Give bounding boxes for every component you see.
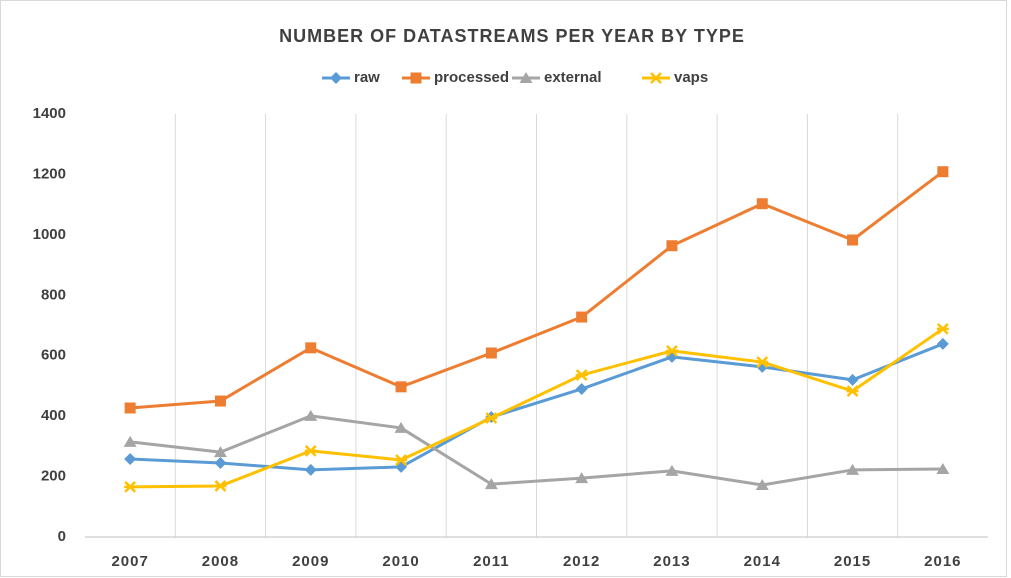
point xyxy=(484,478,498,490)
x-tick-label: 2009 xyxy=(292,553,329,570)
point xyxy=(213,446,227,458)
point xyxy=(936,322,949,335)
point xyxy=(575,369,588,381)
point xyxy=(214,456,227,469)
x-tick-label: 2008 xyxy=(202,553,239,570)
point xyxy=(575,472,589,484)
point xyxy=(936,337,949,350)
chart-title: NUMBER OF DATASTREAMS PER YEAR BY TYPE xyxy=(279,26,745,46)
point xyxy=(394,421,408,433)
point xyxy=(304,409,318,421)
point xyxy=(576,311,588,323)
point xyxy=(846,463,860,475)
point xyxy=(756,356,769,368)
x-tick-label: 2007 xyxy=(111,553,148,570)
legend-label: processed xyxy=(434,69,509,86)
legend-marker xyxy=(410,72,422,84)
point xyxy=(485,412,498,424)
x-tick-label: 2015 xyxy=(834,553,871,570)
legend-marker xyxy=(650,72,662,84)
x-tick-label: 2014 xyxy=(744,553,781,570)
legend-marker xyxy=(330,72,342,84)
point xyxy=(305,342,317,354)
point xyxy=(665,344,678,357)
point xyxy=(304,463,317,476)
point xyxy=(665,464,679,476)
point xyxy=(575,382,588,395)
y-tick-label: 1000 xyxy=(33,226,66,243)
point xyxy=(485,347,497,359)
point xyxy=(937,166,949,178)
x-tick-label: 2010 xyxy=(382,553,419,570)
point xyxy=(395,454,408,466)
point xyxy=(214,395,226,407)
x-tick-label: 2016 xyxy=(924,553,961,570)
legend-label: raw xyxy=(354,69,380,86)
legend-label: external xyxy=(544,69,602,86)
point xyxy=(846,373,859,386)
point xyxy=(756,198,768,210)
point xyxy=(124,480,137,493)
point xyxy=(304,445,317,457)
y-tick-label: 400 xyxy=(41,407,66,424)
point xyxy=(666,240,678,252)
point xyxy=(847,234,859,246)
point xyxy=(214,480,227,492)
x-tick-label: 2013 xyxy=(653,553,690,570)
series-line xyxy=(130,170,944,410)
legend-label: vaps xyxy=(674,69,708,86)
series-line xyxy=(130,342,944,472)
point xyxy=(846,385,859,397)
point xyxy=(936,463,950,475)
point xyxy=(395,381,407,393)
y-tick-label: 600 xyxy=(41,347,66,364)
point xyxy=(124,453,137,466)
y-tick-label: 1400 xyxy=(33,105,66,122)
series-line xyxy=(130,327,944,489)
legend-marker xyxy=(519,72,533,83)
y-tick-label: 800 xyxy=(41,286,66,303)
point xyxy=(755,479,769,491)
y-tick-label: 200 xyxy=(41,468,66,485)
series-line xyxy=(129,414,943,487)
x-tick-label: 2011 xyxy=(473,553,510,570)
y-tick-label: 0 xyxy=(58,528,66,545)
point xyxy=(123,435,137,447)
point xyxy=(124,402,136,414)
y-tick-label: 1200 xyxy=(33,165,66,182)
x-tick-label: 2012 xyxy=(563,553,600,570)
